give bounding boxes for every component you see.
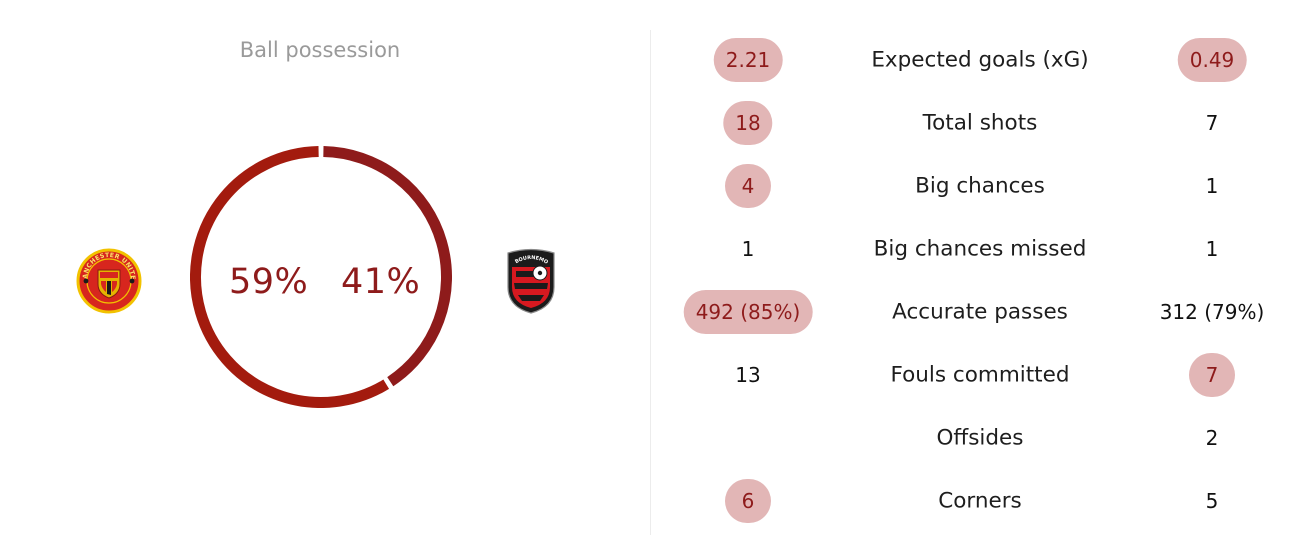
stat-label: Corners [938, 488, 1022, 513]
stat-label: Big chances missed [873, 236, 1087, 261]
home-stat-value: 1 [741, 236, 755, 261]
away-value-cell: 2 [1189, 416, 1235, 460]
home-stat-value: 492 (85%) [683, 289, 813, 334]
away-value-cell: 1 [1189, 164, 1235, 208]
away-value-cell: 1 [1189, 227, 1235, 271]
home-value-cell: 1 [725, 227, 771, 271]
stat-row-fouls-committed: 13 Fouls committed 7 [655, 343, 1295, 406]
stat-label: Offsides [936, 425, 1024, 450]
home-stat-value: 18 [723, 100, 773, 145]
away-value-cell: 7 [1189, 352, 1235, 397]
stat-label: Fouls committed [890, 362, 1070, 387]
stat-row-accurate-passes: 492 (85%) Accurate passes 312 (79%) [655, 280, 1295, 343]
away-value-cell: 312 (79%) [1148, 290, 1277, 334]
away-stat-value: 1 [1205, 173, 1219, 198]
home-value-cell: 13 [723, 353, 772, 397]
away-stat-value: 1 [1205, 236, 1219, 261]
match-stats-table: 2.21 Expected goals (xG) 0.49 18 Total shots… [655, 28, 1295, 532]
home-stat-value [725, 414, 771, 458]
away-possession-arc [323, 146, 452, 387]
home-value-cell: 18 [723, 100, 773, 145]
home-stat-value: 4 [725, 163, 771, 208]
away-stat-value: 2 [1205, 425, 1219, 450]
home-stat-value: 6 [725, 478, 771, 523]
stat-row-total-shots: 18 Total shots 7 [655, 91, 1295, 154]
stat-label: Total shots [922, 110, 1038, 135]
stat-label: Big chances [915, 173, 1045, 198]
away-stat-value: 312 (79%) [1159, 299, 1265, 324]
possession-donut [190, 146, 452, 408]
home-stat-value: 13 [735, 362, 761, 387]
away-stat-value: 7 [1189, 352, 1235, 397]
bournemouth-crest-icon: AFC BOURNEMOUTH [502, 243, 558, 315]
possession-title: Ball possession [239, 38, 401, 62]
away-stat-value: 7 [1205, 110, 1219, 135]
away-value-cell: 5 [1189, 479, 1235, 523]
home-value-cell: 4 [725, 163, 771, 208]
possession-panel: Ball possession MANCHESTER UNITED 59% 41… [0, 0, 650, 545]
home-possession-value: 59% [229, 262, 309, 302]
stat-row-big-chances: 4 Big chances 1 [655, 154, 1295, 217]
manchester-united-crest-icon: MANCHESTER UNITED [73, 243, 142, 314]
stat-label: Expected goals (xG) [871, 47, 1089, 72]
stat-row-offsides: Offsides 2 [655, 406, 1295, 469]
away-value-cell: 0.49 [1177, 37, 1247, 82]
away-possession-value: 41% [341, 262, 421, 302]
home-possession-arc [190, 146, 390, 408]
stat-row-corners: 6 Corners 5 [655, 469, 1295, 532]
home-value-cell: 2.21 [713, 37, 783, 82]
home-value-cell [725, 414, 771, 462]
away-stat-value: 5 [1205, 488, 1219, 513]
stat-row-big-chances-missed: 1 Big chances missed 1 [655, 217, 1295, 280]
away-value-cell: 7 [1189, 101, 1235, 145]
home-stat-value: 2.21 [713, 37, 783, 82]
away-stat-value: 0.49 [1177, 37, 1247, 82]
stat-row-expected-goals-xg: 2.21 Expected goals (xG) 0.49 [655, 28, 1295, 91]
home-value-cell: 492 (85%) [683, 289, 813, 334]
panel-divider [650, 30, 651, 535]
stat-label: Accurate passes [892, 299, 1068, 324]
home-value-cell: 6 [725, 478, 771, 523]
